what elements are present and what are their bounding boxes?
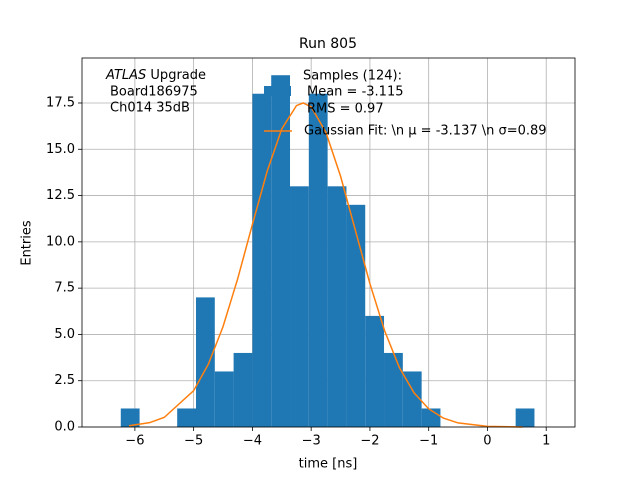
legend-patch (264, 86, 291, 96)
annotation-line: Ch014 35dB (110, 101, 190, 116)
bar (233, 352, 253, 427)
x-tick-label: −3 (302, 434, 321, 449)
bar (346, 204, 366, 427)
y-tick-label: 15.0 (46, 142, 75, 157)
y-axis-label: Entries (20, 220, 35, 266)
y-tick-label: 7.5 (54, 281, 75, 296)
y-tick-label: 2.5 (54, 373, 75, 388)
x-tick-label: −1 (419, 434, 438, 449)
bar (365, 315, 385, 427)
y-tick-label: 10.0 (46, 234, 75, 249)
bar (402, 371, 422, 427)
legend-label: Gaussian Fit: \n μ = -3.137 \n σ=0.89 (304, 124, 547, 139)
bars (120, 75, 535, 428)
bar (515, 408, 535, 427)
y-tick-label: 17.5 (46, 95, 75, 110)
x-tick-label: −2 (360, 434, 379, 449)
fit-line (128, 102, 523, 428)
y-tick-label: 0.0 (54, 420, 75, 435)
x-tick-label: −4 (243, 434, 262, 449)
ticks: −6 −5 −4 −3 −2 −1 0 10.02.55.07.510.012.515.017… (46, 95, 550, 448)
annotation-line: Board186975 (110, 85, 198, 100)
fit (128, 102, 523, 428)
bar (120, 408, 140, 427)
legend-label: Samples (124): (303, 69, 402, 84)
bar (421, 408, 441, 427)
annotation-text: Upgrade (150, 68, 206, 83)
bar (177, 408, 196, 427)
x-tick-label: −5 (184, 434, 203, 449)
legend-label: RMS = 0.97 (307, 102, 384, 117)
legend-label: Mean = -3.115 (307, 85, 403, 100)
bar (271, 75, 291, 428)
bar (308, 93, 328, 427)
y-tick-label: 5.0 (54, 327, 75, 342)
annotation: ATLAS Upgrade (105, 68, 206, 83)
bar (214, 371, 234, 427)
axes-frame (81, 57, 576, 428)
bar (384, 352, 403, 427)
x-tick-label: −6 (125, 434, 144, 449)
y-tick-label: 12.5 (46, 188, 75, 203)
x-axis-label: time [ns] (299, 457, 358, 472)
chart-title: Run 805 (299, 36, 357, 52)
bar (327, 186, 347, 427)
bar (290, 186, 309, 427)
bar (252, 93, 272, 427)
legend: Samples (124): Mean = -3.115 RMS = 0.97 … (264, 69, 547, 139)
x-tick-label: 1 (542, 434, 550, 449)
annotation-emphasis: ATLAS (105, 68, 146, 83)
x-tick-label: 0 (483, 434, 491, 449)
bar (195, 297, 215, 427)
